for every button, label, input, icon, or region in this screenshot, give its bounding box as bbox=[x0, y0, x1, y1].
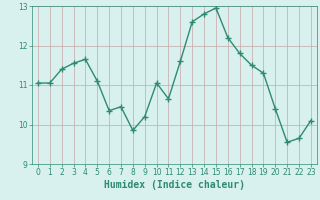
X-axis label: Humidex (Indice chaleur): Humidex (Indice chaleur) bbox=[104, 180, 245, 190]
